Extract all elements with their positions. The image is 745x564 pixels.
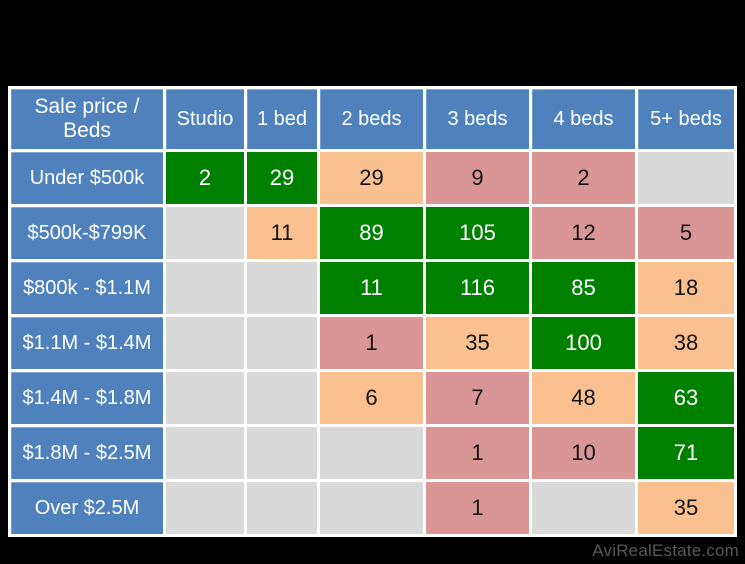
table-cell: 10 xyxy=(532,427,635,479)
table-row: $1.1M - $1.4M 1 35 100 38 xyxy=(11,317,734,369)
table-cell: 35 xyxy=(638,482,734,534)
table-cell: 63 xyxy=(638,372,734,424)
table-cell xyxy=(532,482,635,534)
table-cell: 1 xyxy=(320,317,423,369)
table-cell: 48 xyxy=(532,372,635,424)
table-cell xyxy=(320,482,423,534)
column-header-3-beds: 3 beds xyxy=(426,89,529,149)
column-header-2-beds: 2 beds xyxy=(320,89,423,149)
row-header: Over $2.5M xyxy=(11,482,163,534)
table-cell: 5 xyxy=(638,207,734,259)
table-cell: 11 xyxy=(320,262,423,314)
row-header: Under $500k xyxy=(11,152,163,204)
table-header-row: Sale price / Beds Studio 1 bed 2 beds 3 beds… xyxy=(11,89,734,149)
table-cell: 85 xyxy=(532,262,635,314)
table-cell xyxy=(166,427,244,479)
table-row: $800k - $1.1M 11 116 85 18 xyxy=(11,262,734,314)
table-cell: 1 xyxy=(426,427,529,479)
table-cell xyxy=(247,372,317,424)
table-row: Over $2.5M 1 35 xyxy=(11,482,734,534)
table-cell: 71 xyxy=(638,427,734,479)
row-header: $500k-$799K xyxy=(11,207,163,259)
table-cell: 116 xyxy=(426,262,529,314)
table-cell xyxy=(166,372,244,424)
table-cell xyxy=(320,427,423,479)
column-header-4-beds: 4 beds xyxy=(532,89,635,149)
table-cell xyxy=(638,152,734,204)
table-cell xyxy=(247,317,317,369)
table-cell: 100 xyxy=(532,317,635,369)
table-row: $500k-$799K 11 89 105 12 5 xyxy=(11,207,734,259)
table-cell: 35 xyxy=(426,317,529,369)
row-header: $1.4M - $1.8M xyxy=(11,372,163,424)
column-header-5-beds: 5+ beds xyxy=(638,89,734,149)
watermark: AviRealEstate.com xyxy=(592,541,739,560)
table-cell xyxy=(247,427,317,479)
table-row: Under $500k 2 29 29 9 2 xyxy=(11,152,734,204)
table-cell: 7 xyxy=(426,372,529,424)
table-cell xyxy=(247,482,317,534)
table-cell xyxy=(247,262,317,314)
table-cell xyxy=(166,482,244,534)
table-cell: 89 xyxy=(320,207,423,259)
table-cell: 11 xyxy=(247,207,317,259)
table-cell: 9 xyxy=(426,152,529,204)
table-row: $1.8M - $2.5M 1 10 71 xyxy=(11,427,734,479)
column-header-1-bed: 1 bed xyxy=(247,89,317,149)
table-row: $1.4M - $1.8M 6 7 48 63 xyxy=(11,372,734,424)
table-cell: 2 xyxy=(532,152,635,204)
table-cell xyxy=(166,317,244,369)
row-header: $800k - $1.1M xyxy=(11,262,163,314)
table-cell: 1 xyxy=(426,482,529,534)
table-cell: 18 xyxy=(638,262,734,314)
table-cell xyxy=(166,262,244,314)
row-header: $1.1M - $1.4M xyxy=(11,317,163,369)
table-cell xyxy=(166,207,244,259)
table-cell: 29 xyxy=(247,152,317,204)
corner-header-sale-price-beds: Sale price / Beds xyxy=(11,89,163,149)
row-header: $1.8M - $2.5M xyxy=(11,427,163,479)
table-cell: 2 xyxy=(166,152,244,204)
table-cell: 38 xyxy=(638,317,734,369)
table-cell: 12 xyxy=(532,207,635,259)
column-header-studio: Studio xyxy=(166,89,244,149)
price-beds-heatmap-table: Sale price / Beds Studio 1 bed 2 beds 3 beds… xyxy=(8,86,737,537)
table-cell: 6 xyxy=(320,372,423,424)
table-cell: 29 xyxy=(320,152,423,204)
table-cell: 105 xyxy=(426,207,529,259)
